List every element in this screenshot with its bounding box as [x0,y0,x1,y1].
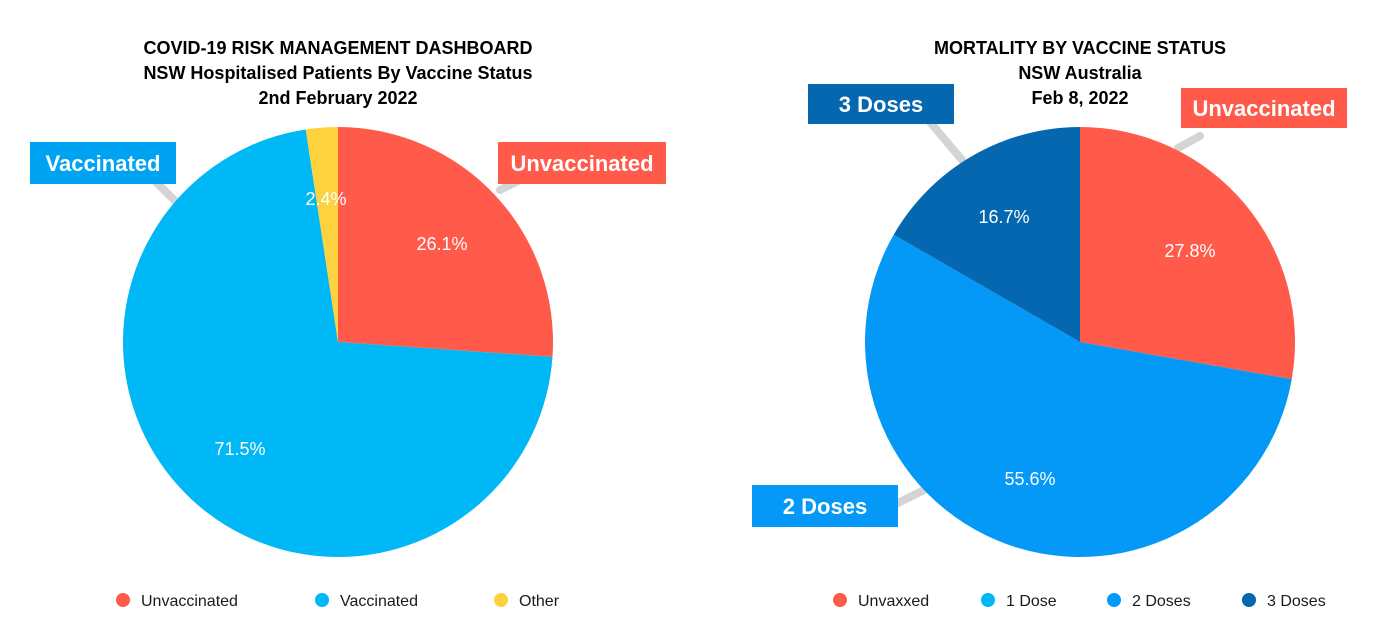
mortality-chart-date: Feb 8, 2022 [1031,88,1128,108]
callout-vaccinated-text: Vaccinated [46,151,161,176]
legend-item-1-dose[interactable]: 1 Dose [981,593,1057,610]
callout-vaccinated: Vaccinated [30,142,176,184]
callout-2-doses: 2 Doses [752,485,898,527]
legend-label-3-doses: 3 Doses [1267,593,1326,610]
legend-label-2-doses: 2 Doses [1132,593,1191,610]
legend-swatch-vaccinated [315,593,329,607]
hospitalised-chart-subtitle: NSW Hospitalised Patients By Vaccine Sta… [143,63,532,83]
pie-slice-3-doses[interactable] [893,126,1080,342]
callout-2-doses-box [752,485,898,527]
hospitalised-pie [122,127,553,557]
callout-unvaccinated: Unvaccinated [498,142,666,184]
legend-swatch-unvaxxed [833,593,847,607]
legend-label-1-dose: 1 Dose [1006,593,1057,610]
legend-swatch-3-doses [1242,593,1256,607]
legend-item-vaccinated[interactable]: Vaccinated [315,593,418,610]
callout-unvaccinated-2-text: Unvaccinated [1192,96,1335,121]
pie-slice-vaccinated[interactable] [122,129,553,557]
callout-line-2-doses [892,486,928,508]
pct-label-unvaxxed: 27.8% [1164,241,1215,261]
legend-item-other[interactable]: Other [494,593,560,610]
legend-item-unvaxxed[interactable]: Unvaxxed [833,593,929,610]
legend-label-unvaxxed: Unvaxxed [858,593,929,610]
callout-2-doses-text: 2 Doses [783,494,867,519]
callout-unvaccinated-text: Unvaccinated [510,151,653,176]
callout-3-doses-box [808,84,954,124]
legend-item-2-doses[interactable]: 2 Doses [1107,593,1191,610]
legend-label-unvaccinated: Unvaccinated [141,593,238,610]
callout-unvaccinated-2-box [1181,88,1347,128]
pie-slice-unvaxxed[interactable] [1080,127,1295,380]
pct-label-unvaccinated: 26.1% [416,234,467,254]
callout-unvaccinated-box [498,142,666,184]
legend-swatch-unvaccinated [116,593,130,607]
mortality-chart-subtitle: NSW Australia [1018,63,1142,83]
hospitalised-chart-title: COVID-19 RISK MANAGEMENT DASHBOARD [143,38,532,58]
pct-label-other: 2.4% [305,189,346,209]
legend-label-vaccinated: Vaccinated [340,593,418,610]
pie-slice-unvaccinated[interactable] [338,127,553,357]
legend-swatch-other [494,593,508,607]
pct-label-vaccinated: 71.5% [214,439,265,459]
mortality-pie [865,126,1295,557]
callout-line-unvaccinated-2 [1174,132,1204,152]
legend-label-other: Other [519,593,560,610]
legend-swatch-2-doses [1107,593,1121,607]
mortality-legend: Unvaxxed 1 Dose 2 Doses 3 Doses [833,593,1326,610]
hospitalised-chart: COVID-19 RISK MANAGEMENT DASHBOARD NSW H… [30,38,666,610]
callout-line-3-doses [926,118,966,164]
pie-slice-2-doses[interactable] [865,234,1292,557]
legend-swatch-1-dose [981,593,995,607]
mortality-chart-title: MORTALITY BY VACCINE STATUS [934,38,1226,58]
callout-3-doses: 3 Doses [808,84,954,124]
callout-3-doses-text: 3 Doses [839,92,923,117]
legend-item-3-doses[interactable]: 3 Doses [1242,593,1326,610]
pie-slice-other[interactable] [305,127,338,342]
mortality-chart: MORTALITY BY VACCINE STATUS NSW Australi… [752,38,1347,610]
legend-item-unvaccinated[interactable]: Unvaccinated [116,593,238,610]
pct-label-3-doses: 16.7% [978,207,1029,227]
hospitalised-legend: Unvaccinated Vaccinated Other [116,593,560,610]
hospitalised-chart-date: 2nd February 2022 [258,88,417,108]
callout-vaccinated-box [30,142,176,184]
pct-label-2-doses: 55.6% [1004,469,1055,489]
callout-unvaccinated-2: Unvaccinated [1181,88,1347,128]
